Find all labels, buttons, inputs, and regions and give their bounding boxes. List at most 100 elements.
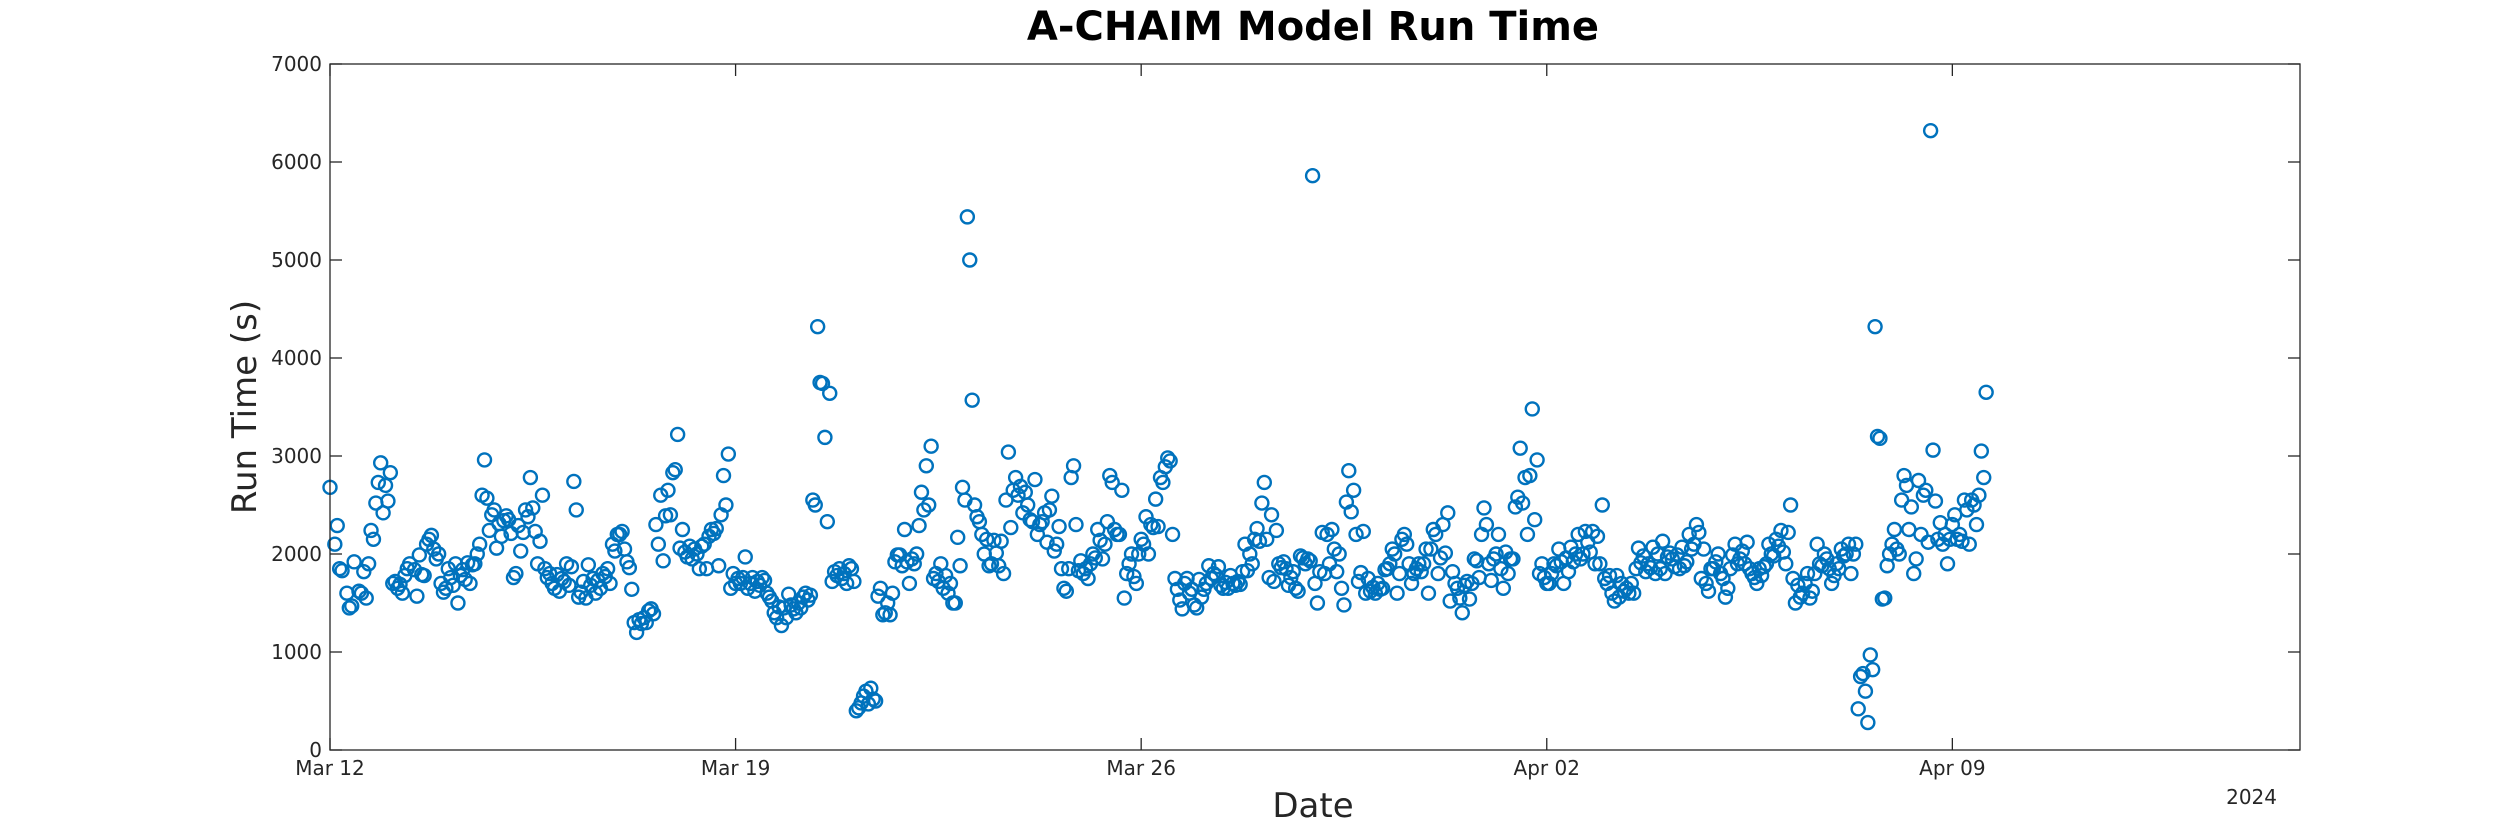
data-point <box>1128 575 1145 592</box>
data-point <box>1116 590 1132 606</box>
data-point <box>648 516 664 533</box>
data-point <box>1594 497 1610 513</box>
data-points <box>322 122 1994 731</box>
data-point <box>1266 573 1282 590</box>
data-point <box>1256 474 1273 491</box>
data-point <box>1896 467 1912 484</box>
data-point <box>1415 556 1432 572</box>
data-point <box>517 502 534 518</box>
data-point <box>1341 463 1357 479</box>
data-point <box>1104 474 1120 491</box>
data-point <box>1918 482 1934 498</box>
data-point <box>624 581 640 597</box>
data-point <box>841 558 857 574</box>
data-point <box>1275 554 1292 570</box>
data-point <box>1024 513 1041 530</box>
data-point <box>949 529 966 546</box>
data-point <box>645 606 662 622</box>
data-point <box>1756 559 1772 575</box>
data-point <box>1430 565 1446 582</box>
x-axis-label: Date <box>1272 786 1353 826</box>
data-point <box>1437 545 1454 561</box>
data-point <box>1350 573 1367 590</box>
data-point <box>655 553 671 569</box>
data-point <box>1884 536 1900 552</box>
data-point <box>867 693 884 709</box>
data-point <box>846 573 862 590</box>
data-point <box>911 517 927 534</box>
data-point <box>1413 563 1429 580</box>
data-point <box>1333 580 1350 596</box>
data-point <box>809 318 826 335</box>
data-point <box>1587 556 1603 572</box>
data-point <box>819 513 836 530</box>
data-point <box>1164 526 1181 543</box>
data-point <box>947 595 963 611</box>
data-point <box>1906 565 1922 582</box>
data-point <box>358 590 374 606</box>
data-point <box>525 500 541 516</box>
data-point <box>1700 583 1717 599</box>
x-tick-label: Mar 26 <box>1106 756 1176 780</box>
data-point <box>409 588 425 604</box>
data-point <box>737 549 753 565</box>
data-point <box>602 575 618 592</box>
data-point <box>1020 497 1036 513</box>
data-point <box>334 562 350 579</box>
data-point <box>1891 546 1907 562</box>
data-point <box>486 502 502 518</box>
data-point <box>1939 556 1956 572</box>
data-point <box>942 575 959 592</box>
data-point <box>1773 522 1789 539</box>
data-point <box>1160 450 1176 466</box>
data-point <box>1123 546 1140 562</box>
data-point <box>981 558 997 574</box>
data-point <box>1114 482 1130 498</box>
data-point <box>720 446 737 462</box>
data-point <box>995 565 1012 582</box>
data-point <box>1254 495 1270 511</box>
data-point <box>365 531 382 547</box>
data-point <box>964 392 980 408</box>
data-point <box>411 547 428 563</box>
data-point <box>773 617 790 634</box>
data-point <box>1403 575 1420 592</box>
data-point <box>341 600 358 616</box>
data-point <box>377 477 394 494</box>
data-point <box>1623 575 1639 592</box>
data-point <box>1121 556 1137 572</box>
data-point <box>959 209 976 225</box>
data-point <box>580 557 597 573</box>
data-point <box>595 565 611 582</box>
data-point <box>1609 567 1625 584</box>
data-point <box>1505 551 1521 567</box>
data-point <box>974 526 990 543</box>
data-point <box>382 464 399 481</box>
data-point <box>991 558 1007 574</box>
data-point <box>1886 521 1903 538</box>
data-point <box>1118 565 1135 582</box>
data-point <box>1843 565 1859 582</box>
data-point <box>1478 516 1495 533</box>
data-point <box>1512 440 1528 456</box>
data-point <box>1570 526 1586 543</box>
data-point <box>1971 487 1987 503</box>
data-point <box>1034 513 1050 530</box>
data-point <box>1440 505 1456 521</box>
data-point <box>329 517 345 534</box>
data-point <box>710 558 727 574</box>
data-point <box>1155 474 1171 491</box>
data-point <box>1442 593 1458 609</box>
data-point <box>708 520 724 537</box>
data-point <box>918 458 935 474</box>
data-point <box>860 696 877 712</box>
data-point <box>718 497 734 513</box>
data-point <box>1613 575 1630 592</box>
data-point <box>1630 540 1647 556</box>
data-point <box>1140 546 1157 562</box>
data-point <box>1717 589 1734 605</box>
data-point <box>1922 122 1939 139</box>
data-point <box>1601 567 1618 584</box>
data-point <box>1476 500 1492 516</box>
data-point <box>781 586 797 602</box>
